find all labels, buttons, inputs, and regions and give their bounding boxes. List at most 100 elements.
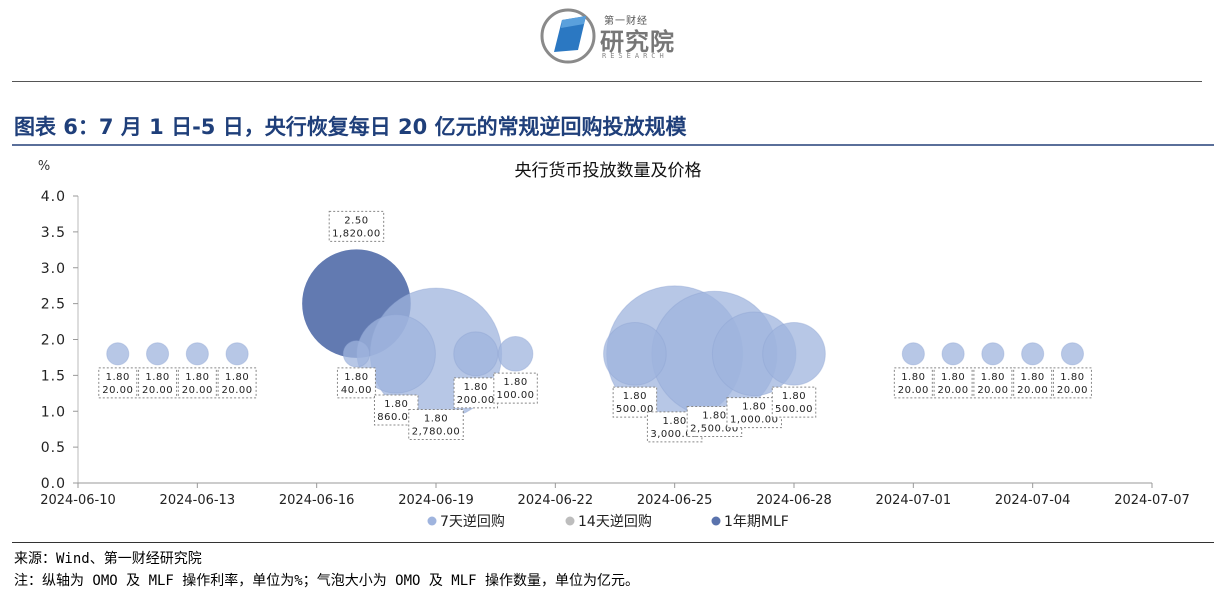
x-tick-label: 2024-07-04 bbox=[995, 493, 1071, 508]
data-label-7d-repo: 1.80 bbox=[225, 372, 249, 383]
bubble-7d-repo bbox=[106, 342, 130, 366]
x-tick-label: 2024-06-10 bbox=[40, 493, 116, 508]
data-label-7d-repo: 1.80 bbox=[185, 372, 209, 383]
x-tick-label: 2024-06-16 bbox=[279, 493, 355, 508]
data-label-7d-repo: 1,000.00 bbox=[730, 415, 779, 426]
data-label-7d-repo-box bbox=[1013, 367, 1053, 399]
data-label-7d-repo-box bbox=[893, 367, 933, 399]
logo-sub-text: RESEARCH bbox=[602, 52, 668, 60]
data-label-7d-repo: 1.80 bbox=[663, 416, 687, 427]
bubble-7d-repo bbox=[185, 342, 209, 366]
y-tick-label: 1.5 bbox=[41, 368, 66, 384]
logo-top-text: 第一财经 bbox=[604, 16, 648, 27]
data-label-7d-repo: 200.00 bbox=[457, 395, 495, 406]
chart-title: 央行货币投放数量及价格 bbox=[515, 161, 702, 181]
data-label-7d-repo: 500.00 bbox=[616, 404, 654, 415]
research-logo: 第一财经 研究院 RESEARCH bbox=[540, 8, 680, 64]
legend-label: 7天逆回购 bbox=[440, 514, 505, 530]
data-label-7d-repo: 1.80 bbox=[106, 372, 130, 383]
header-divider bbox=[12, 81, 1202, 82]
data-label-7d-repo: 2,780.00 bbox=[412, 427, 461, 438]
legend-marker bbox=[565, 516, 575, 526]
axis-note: 注：纵轴为 OMO 及 MLF 操作利率，单位为%；气泡大小为 OMO 及 ML… bbox=[14, 573, 640, 589]
data-label-7d-repo-box bbox=[973, 367, 1013, 399]
data-label-7d-repo: 20.00 bbox=[977, 385, 1008, 396]
data-label-7d-repo-box bbox=[177, 367, 217, 399]
data-label-7d-repo: 20.00 bbox=[938, 385, 969, 396]
data-label-7d-repo: 860.00 bbox=[377, 412, 415, 423]
data-label-7d-repo: 2,500.00 bbox=[690, 423, 739, 434]
legend-marker bbox=[427, 516, 437, 526]
bubble-7d-repo bbox=[1060, 342, 1085, 366]
y-tick-label: 0.0 bbox=[41, 476, 66, 492]
data-label-7d-repo: 1.80 bbox=[344, 372, 368, 383]
data-label-7d-repo-box bbox=[336, 367, 376, 399]
data-label-mlf: 1,820.00 bbox=[332, 228, 381, 239]
x-tick-label: 2024-06-25 bbox=[637, 493, 713, 508]
y-tick-label: 1.0 bbox=[41, 404, 66, 420]
data-label-7d-repo-box bbox=[138, 367, 178, 399]
title-divider bbox=[12, 144, 1214, 146]
data-label-7d-repo: 20.00 bbox=[182, 385, 213, 396]
y-tick-label: 2.5 bbox=[41, 297, 66, 313]
data-label-7d-repo: 1.80 bbox=[384, 399, 408, 410]
data-label-7d-repo-box bbox=[493, 372, 538, 404]
data-label-7d-repo: 20.00 bbox=[102, 385, 133, 396]
logo-main-text: 研究院 bbox=[600, 28, 675, 56]
y-tick-label: 2.0 bbox=[41, 333, 66, 349]
data-label-7d-repo: 40.00 bbox=[341, 385, 372, 396]
data-label-7d-repo: 1.80 bbox=[145, 372, 169, 383]
data-label-7d-repo: 1.80 bbox=[941, 372, 965, 383]
data-label-7d-repo-box bbox=[453, 377, 499, 409]
bubble-7d-repo bbox=[225, 342, 249, 366]
data-label-7d-repo: 20.00 bbox=[898, 385, 929, 396]
bubble-7d-repo bbox=[941, 342, 965, 366]
bubble-7d-repo bbox=[453, 331, 499, 377]
data-label-mlf: 2.50 bbox=[344, 215, 368, 226]
legend-marker bbox=[711, 516, 721, 526]
data-label-7d-repo: 1.80 bbox=[782, 391, 806, 402]
x-tick-label: 2024-07-01 bbox=[876, 493, 952, 508]
x-tick-label: 2024-06-28 bbox=[756, 493, 832, 508]
bubble-7d-repo bbox=[981, 342, 1005, 366]
data-label-7d-repo: 3,000.00 bbox=[650, 429, 699, 440]
data-label-7d-repo: 20.00 bbox=[1017, 385, 1048, 396]
bubble-7d-repo bbox=[603, 322, 667, 386]
logo-emblem-icon bbox=[540, 8, 596, 64]
bubble-7d-repo bbox=[342, 340, 371, 368]
bubble-7d-repo bbox=[1021, 342, 1045, 366]
bubble-7d-repo bbox=[497, 336, 534, 372]
legend-label: 1年期MLF bbox=[724, 514, 789, 530]
y-tick-label: 4.0 bbox=[41, 189, 66, 205]
y-tick-label: 0.5 bbox=[41, 440, 66, 456]
y-tick-label: 3.0 bbox=[41, 261, 66, 277]
data-label-7d-repo-box bbox=[408, 409, 464, 441]
data-label-7d-repo: 20.00 bbox=[222, 385, 253, 396]
data-label-7d-repo: 1.80 bbox=[623, 391, 647, 402]
bubble-7d-repo bbox=[762, 322, 826, 386]
data-label-7d-repo: 1.80 bbox=[1060, 372, 1084, 383]
data-label-7d-repo: 1.80 bbox=[424, 414, 448, 425]
chart-container: 央行货币投放数量及价格% 0.0 0.5 1.0 1.5 2.0 2.5 3.0 3.5 4.0 2… bbox=[0, 146, 1216, 542]
source-note: 来源：Wind、第一财经研究院 bbox=[14, 551, 202, 567]
data-label-7d-repo: 20.00 bbox=[1057, 385, 1088, 396]
footer-divider bbox=[12, 542, 1214, 543]
y-tick-label: 3.5 bbox=[41, 225, 66, 241]
data-label-7d-repo-box bbox=[217, 367, 257, 399]
bubble-chart: 央行货币投放数量及价格% 0.0 0.5 1.0 1.5 2.0 2.5 3.0 3.5 4.0 2… bbox=[38, 159, 1190, 530]
x-tick-label: 2024-06-19 bbox=[398, 493, 474, 508]
data-label-7d-repo-box bbox=[1052, 367, 1092, 399]
bubble-7d-repo bbox=[901, 342, 925, 366]
data-label-7d-repo-box bbox=[933, 367, 973, 399]
data-label-7d-repo: 20.00 bbox=[142, 385, 173, 396]
y-axis-unit: % bbox=[38, 159, 50, 174]
data-label-7d-repo: 1.80 bbox=[1021, 372, 1045, 383]
data-label-7d-repo-box bbox=[771, 386, 817, 418]
data-label-7d-repo: 1.80 bbox=[742, 402, 766, 413]
data-label-7d-repo: 1.80 bbox=[981, 372, 1005, 383]
data-label-7d-repo-box bbox=[98, 367, 138, 399]
bubble-7d-repo bbox=[145, 342, 170, 366]
legend-label: 14天逆回购 bbox=[578, 514, 652, 530]
x-tick-label: 2024-06-22 bbox=[518, 493, 594, 508]
data-label-7d-repo: 1.80 bbox=[702, 410, 726, 421]
